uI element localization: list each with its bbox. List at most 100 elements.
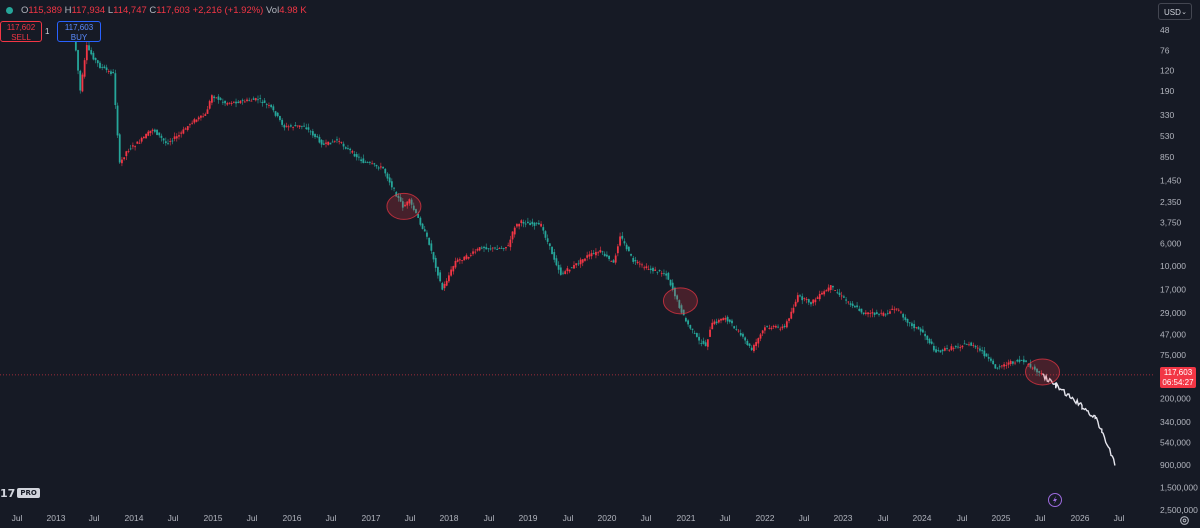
candle: [279, 116, 281, 120]
candle: [744, 337, 747, 341]
candle: [265, 104, 268, 105]
candle: [465, 255, 468, 259]
candle: [263, 100, 266, 103]
candle: [838, 292, 841, 296]
close-label: C: [149, 5, 157, 16]
candle: [1036, 368, 1038, 373]
y-tick-label: 190: [1160, 86, 1174, 96]
candle: [843, 296, 845, 298]
candle: [645, 266, 648, 269]
candle: [770, 327, 773, 329]
candle: [851, 303, 854, 307]
candle: [654, 269, 657, 271]
buy-price: 117,603: [64, 23, 94, 32]
candle: [638, 263, 641, 265]
candle: [968, 344, 970, 346]
candle: [961, 345, 964, 348]
candle: [458, 259, 461, 261]
candle: [94, 57, 97, 61]
candle: [614, 255, 617, 263]
symbol-status-icon: [6, 7, 13, 14]
candle: [1020, 360, 1023, 361]
candle: [437, 267, 439, 276]
candle: [443, 284, 446, 289]
candle: [434, 257, 437, 268]
candle: [867, 312, 869, 315]
x-tick-label: Jul: [641, 513, 652, 523]
candle: [785, 321, 788, 328]
candle: [586, 255, 589, 258]
candle: [358, 156, 360, 158]
sell-button[interactable]: 117,602 SELL: [0, 21, 42, 42]
candle: [184, 128, 187, 130]
candle: [544, 231, 547, 238]
candle: [711, 322, 714, 330]
candle: [772, 325, 775, 327]
candle: [147, 131, 150, 136]
candle: [757, 338, 760, 344]
candle: [568, 269, 571, 272]
candle: [527, 221, 529, 224]
candle: [834, 290, 837, 291]
sell-label: SELL: [11, 33, 31, 42]
candle: [393, 187, 395, 189]
current-price: 117,603: [1163, 368, 1193, 377]
candle: [379, 166, 382, 168]
candle: [366, 162, 369, 163]
candle: [296, 125, 299, 127]
candle: [1001, 365, 1003, 367]
candle: [518, 223, 521, 227]
candle: [180, 132, 183, 134]
x-tick-label: Jul: [1114, 513, 1125, 523]
candle: [682, 309, 685, 316]
y-tick-label: 1,500,000: [1160, 482, 1198, 492]
candle: [845, 299, 847, 301]
candle: [491, 247, 494, 249]
candle: [832, 285, 834, 288]
open-label: O: [21, 5, 29, 16]
gear-icon[interactable]: [1179, 515, 1190, 526]
x-tick-label: 2020: [598, 513, 617, 523]
candle: [467, 257, 470, 259]
candle: [663, 273, 665, 275]
candle: [728, 319, 731, 322]
candle: [175, 136, 178, 139]
candle: [285, 125, 288, 127]
y-tick-label: 3,750: [1160, 218, 1182, 228]
candle: [342, 143, 345, 147]
candle: [371, 163, 373, 165]
candle: [386, 173, 389, 179]
candle: [226, 103, 229, 105]
high-label: H: [64, 5, 72, 16]
currency-selector[interactable]: USD ⌄: [1158, 3, 1192, 20]
candle: [83, 60, 86, 77]
candle: [939, 350, 942, 353]
candle: [186, 126, 189, 130]
candle: [410, 199, 413, 205]
buy-button[interactable]: 117,603 BUY: [57, 21, 101, 42]
y-tick-label: 75,000: [1160, 350, 1186, 360]
candle: [182, 129, 185, 134]
candle: [641, 264, 643, 266]
candle: [79, 70, 82, 91]
candle: [452, 266, 455, 272]
candle: [634, 259, 637, 262]
candle: [559, 267, 562, 275]
x-tick-label: 2019: [519, 513, 538, 523]
x-tick-label: Jul: [168, 513, 179, 523]
candle: [693, 332, 696, 334]
candle: [761, 330, 764, 334]
y-tick-label: 540,000: [1160, 437, 1191, 447]
candle: [167, 142, 169, 144]
order-quantity[interactable]: 1: [45, 27, 50, 36]
candle: [764, 327, 766, 331]
candle: [123, 157, 126, 160]
candle: [570, 267, 573, 269]
candle: [511, 231, 514, 240]
currency-label: USD: [1164, 8, 1181, 17]
candle: [972, 345, 975, 346]
candle: [516, 224, 518, 227]
candle: [502, 248, 505, 249]
